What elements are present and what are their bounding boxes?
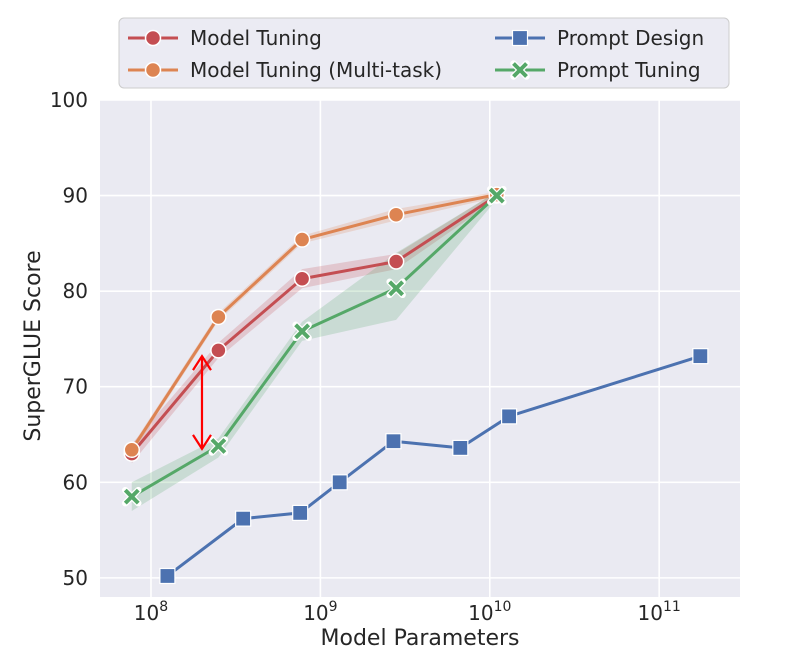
data-point xyxy=(386,278,406,299)
legend-label: Model Tuning (Multi-task) xyxy=(190,58,442,82)
confidence-bands xyxy=(131,191,497,511)
y-tick-label: 80 xyxy=(63,279,88,303)
annotations xyxy=(192,354,212,451)
y-axis: 50 60 70 80 90 100 xyxy=(50,88,88,590)
confidence-band xyxy=(131,191,497,464)
double-arrow xyxy=(192,354,212,451)
x-mark-stroke xyxy=(210,438,227,454)
legend-label: Prompt Design xyxy=(557,26,704,50)
legend-label: Model Tuning xyxy=(190,26,322,50)
legend: Model Tuning Model Tuning (Multi-task) Pro… xyxy=(118,17,730,89)
legend-item: Prompt Design xyxy=(495,26,704,50)
y-tick-label: 70 xyxy=(63,375,88,399)
arrow-head xyxy=(192,354,212,371)
x-mark-stroke xyxy=(294,323,311,340)
legend-box xyxy=(118,17,730,89)
data-point xyxy=(387,253,405,270)
data-point xyxy=(123,441,141,459)
data-point xyxy=(692,348,709,365)
data-point xyxy=(144,61,162,79)
data-point xyxy=(122,486,142,507)
data-point xyxy=(511,29,529,47)
y-tick-label: 50 xyxy=(63,566,88,590)
x-mark-stroke xyxy=(512,62,528,78)
series-lines xyxy=(130,193,701,578)
x-tick-label: 109 xyxy=(303,599,337,625)
data-point xyxy=(208,436,229,456)
y-tick-label: 100 xyxy=(50,88,88,112)
x-tick-label: 1010 xyxy=(468,599,511,625)
legend-label: Prompt Tuning xyxy=(557,58,701,82)
data-point xyxy=(452,439,469,456)
data-point xyxy=(500,408,518,425)
x-mark-stroke xyxy=(388,280,405,297)
data-point xyxy=(293,270,311,287)
data-point xyxy=(385,433,402,450)
x-axis: 108 109 1010 1011 xyxy=(134,599,681,625)
legend-item: Model Tuning (Multi-task) xyxy=(128,58,442,82)
y-tick-label: 60 xyxy=(63,470,88,494)
x-tick-label: 108 xyxy=(134,599,168,625)
data-point xyxy=(144,29,162,47)
y-tick-label: 90 xyxy=(63,184,88,208)
x-axis-label: Model Parameters xyxy=(321,626,520,651)
y-axis-label: SuperGLUE Score xyxy=(21,250,46,441)
arrow-head xyxy=(192,434,212,451)
data-point xyxy=(159,567,176,585)
data-point xyxy=(235,510,252,527)
data-point xyxy=(331,474,348,491)
x-mark-stroke xyxy=(123,488,140,505)
data-point xyxy=(487,185,507,206)
legend-item: Prompt Tuning xyxy=(495,58,701,82)
data-point xyxy=(210,308,227,326)
data-point xyxy=(292,504,309,521)
x-tick-label: 1011 xyxy=(638,599,681,625)
data-point xyxy=(387,206,405,223)
series-markers xyxy=(122,185,709,585)
plot-background xyxy=(100,100,740,597)
data-point xyxy=(210,342,227,359)
x-mark-stroke xyxy=(488,187,505,204)
data-point xyxy=(293,231,311,248)
plot-area xyxy=(100,100,740,597)
legend-item: Model Tuning xyxy=(128,26,322,50)
confidence-band xyxy=(131,191,497,511)
data-point xyxy=(510,60,530,80)
gridlines xyxy=(100,99,740,597)
data-point xyxy=(292,321,312,342)
series-line xyxy=(166,354,701,578)
